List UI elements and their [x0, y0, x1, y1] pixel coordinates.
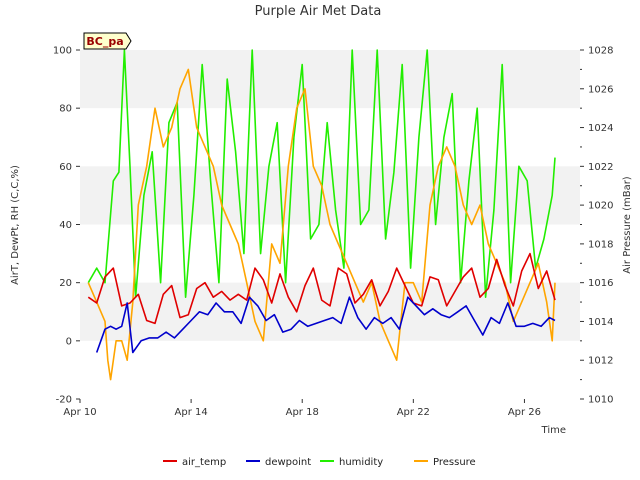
- right-axis: 1010 1012 1014 1016 1018 1020 1022 1024 1026 1028: [580, 46, 613, 406]
- y-tick-label-right: 1014: [588, 317, 613, 328]
- y-tick-label-right: 1020: [588, 201, 613, 212]
- y-tick-label-right: 1028: [588, 46, 613, 57]
- grid-band-2: [80, 50, 580, 109]
- series-line-pressure: [87, 68, 556, 381]
- y-tick-label-right: 1024: [588, 123, 613, 134]
- grid-bands: [80, 50, 580, 341]
- legend: air_temp dewpoint humidity Pressure: [163, 457, 476, 468]
- y-tick-label-left: 80: [59, 104, 72, 115]
- y-tick-label-left: 40: [59, 220, 72, 231]
- y-axis-title-left: AirT, DewPt, RH (C,C,%): [10, 165, 21, 285]
- grid-band-0: [80, 282, 580, 341]
- y-tick-label-right: 1022: [588, 162, 613, 173]
- legend-label-humidity: humidity: [339, 457, 383, 468]
- x-tick-label: Apr 10: [63, 407, 96, 418]
- y-tick-label-right: 1010: [588, 395, 613, 406]
- series-line-humidity: [87, 49, 556, 299]
- y-tick-label-left: 100: [53, 46, 72, 57]
- y-tick-label-right: 1012: [588, 356, 613, 367]
- x-tick-label: Apr 18: [286, 407, 319, 418]
- y-tick-label-right: 1016: [588, 278, 613, 289]
- legend-label-dewpoint: dewpoint: [265, 457, 311, 468]
- site-label: BC_pa: [86, 35, 123, 48]
- y-tick-label-right: 1018: [588, 239, 613, 250]
- y-tick-label-left: -20: [56, 395, 72, 406]
- site-label-badge: BC_pa: [83, 32, 132, 50]
- y-tick-label-left: 0: [66, 336, 72, 347]
- series-line-dewpoint: [95, 296, 556, 354]
- x-tick-label: Apr 26: [508, 407, 541, 418]
- x-tick-label: Apr 14: [175, 407, 208, 418]
- legend-label-pressure: Pressure: [433, 457, 476, 468]
- y-tick-label-left: 20: [59, 278, 72, 289]
- chart-title: Purple Air Met Data: [255, 4, 382, 19]
- legend-label-air-temp: air_temp: [182, 457, 226, 468]
- x-axis-title: Time: [541, 425, 566, 436]
- series-layer: [87, 49, 556, 381]
- y-tick-label-right: 1026: [588, 84, 613, 95]
- y-axis-title-right: Air Pressure (mBar): [622, 176, 633, 274]
- series-line-air-temp: [87, 252, 556, 325]
- left-axis: -20 0 20 40 60 80 100: [53, 46, 80, 406]
- bottom-axis: Apr 10 Apr 14 Apr 18 Apr 22 Apr 26: [63, 399, 541, 418]
- y-tick-label-left: 60: [59, 162, 72, 173]
- x-tick-label: Apr 22: [397, 407, 430, 418]
